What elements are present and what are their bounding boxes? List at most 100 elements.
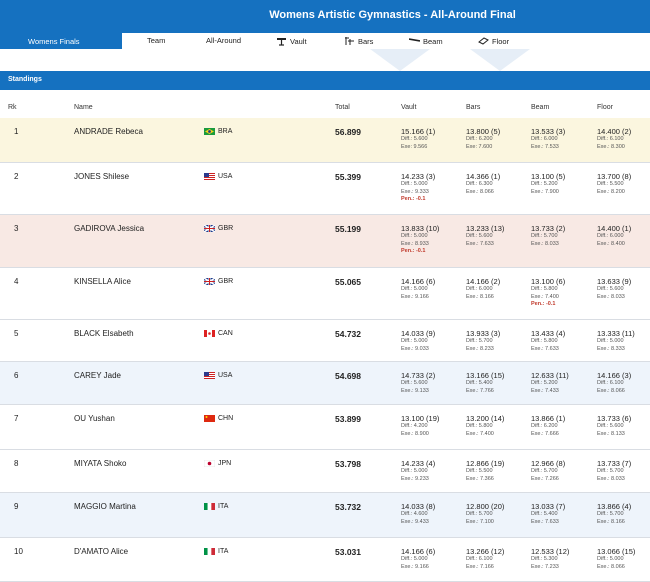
country-code: CAN — [218, 330, 233, 337]
vault-execution: Exe.: 9.333 — [401, 188, 429, 195]
table-row[interactable]: 5 BLACK Elsabeth CAN 54.732 14.033 (9) Diff.:… — [0, 320, 650, 362]
beam-score: 13.100 (5) — [531, 172, 566, 181]
athlete-name[interactable]: KINSELLA Alice — [74, 277, 131, 286]
col-header-name: Name — [74, 104, 93, 111]
bars-score-cell: 14.166 (2) Diff.: 6.000 Exe.: 8.166 — [466, 277, 500, 301]
beam-difficulty: Diff.: 5.700 — [531, 468, 558, 474]
table-row[interactable]: 1 ANDRADE Rebeca BRA 56.899 15.166 (1) Diff.:… — [0, 118, 650, 163]
floor-score-cell: 13.733 (6) Diff.: 5.600 Exe.: 8.133 — [597, 414, 631, 438]
bars-difficulty: Diff.: 6.000 — [466, 286, 493, 292]
floor-execution: Exe.: 8.200 — [597, 188, 625, 195]
bars-score-cell: 12.800 (20) Diff.: 5.700 Exe.: 7.100 — [466, 502, 504, 526]
beam-score-cell: 13.433 (4) Diff.: 5.800 Exe.: 7.633 — [531, 329, 565, 353]
total-score: 53.798 — [335, 459, 361, 469]
beam-execution: Exe.: 7.900 — [531, 188, 559, 195]
nav-tab-beam[interactable]: Beam — [409, 36, 443, 46]
athlete-name[interactable]: MIYATA Shoko — [74, 459, 127, 468]
table-row[interactable]: 10 D'AMATO Alice ITA 53.031 14.166 (6) Diff.:… — [0, 538, 650, 582]
vault-score: 14.033 (8) — [401, 502, 436, 511]
nav-tab-all-around[interactable]: All-Around — [206, 36, 241, 45]
rank-cell: 2 — [14, 172, 19, 181]
floor-score: 13.733 (6) — [597, 414, 632, 423]
vault-score-cell: 14.033 (8) Diff.: 4.600 Exe.: 9.433 — [401, 502, 435, 526]
event-nav: Team All-Around Vault Bars Beam — [122, 33, 650, 49]
bars-difficulty: Diff.: 5.400 — [466, 380, 493, 386]
floor-execution: Exe.: 8.300 — [597, 143, 625, 150]
beam-difficulty: Diff.: 5.200 — [531, 380, 558, 386]
table-row[interactable]: 3 GADIROVA Jessica GBR 55.199 13.833 (10) Dif… — [0, 215, 650, 268]
bars-execution: Exe.: 7.166 — [466, 563, 494, 570]
athlete-name[interactable]: ANDRADE Rebeca — [74, 127, 143, 136]
nav-tab-vault[interactable]: Vault — [276, 36, 307, 46]
bars-execution: Exe.: 8.166 — [466, 293, 494, 300]
vault-score-cell: 13.833 (10) Diff.: 5.000 Exe.: 8.933 Pen.: … — [401, 224, 439, 256]
floor-score-cell: 14.400 (1) Diff.: 6.000 Exe.: 8.400 — [597, 224, 631, 248]
table-row[interactable]: 8 MIYATA Shoko JPN 53.798 14.233 (4) Diff.: 5… — [0, 450, 650, 493]
floor-score: 14.166 (3) — [597, 371, 632, 380]
country-code: GBR — [218, 278, 234, 285]
vault-score: 13.100 (19) — [401, 414, 440, 423]
vault-score: 14.233 (4) — [401, 459, 436, 468]
bars-execution: Exe.: 7.400 — [466, 430, 494, 437]
table-row[interactable]: 7 OU Yushan CHN 53.899 13.100 (19) Diff.: 4.2… — [0, 405, 650, 450]
bars-score: 13.933 (3) — [466, 329, 501, 338]
country-code: USA — [218, 372, 233, 379]
vault-execution: Exe.: 9.433 — [401, 518, 429, 525]
athlete-name[interactable]: OU Yushan — [74, 414, 115, 423]
rank-cell: 7 — [14, 414, 19, 423]
country-code: BRA — [218, 128, 233, 135]
athlete-name[interactable]: BLACK Elsabeth — [74, 329, 134, 338]
floor-difficulty: Diff.: 5.700 — [597, 468, 624, 474]
col-header-floor: Floor — [597, 104, 613, 111]
nav-tab-bars[interactable]: Bars — [344, 36, 373, 46]
nav-tab-label: Team — [147, 36, 166, 45]
country-code: USA — [218, 173, 233, 180]
nav-tab-floor[interactable]: Floor — [478, 36, 509, 46]
beam-score: 13.033 (7) — [531, 502, 566, 511]
beam-difficulty: Diff.: 5.200 — [531, 181, 558, 187]
vault-score-cell: 14.233 (3) Diff.: 5.000 Exe.: 9.333 Pen.: -… — [401, 172, 435, 204]
floor-execution: Exe.: 8.166 — [597, 518, 625, 525]
bars-execution: Exe: 7.600 — [466, 143, 493, 150]
rank-cell: 9 — [14, 502, 19, 511]
floor-execution: Exe.: 8.066 — [597, 563, 625, 570]
beam-difficulty: Diff.: 6.200 — [531, 423, 558, 429]
vault-execution: Exe.: 9.133 — [401, 387, 429, 394]
table-row[interactable]: 4 KINSELLA Alice GBR 55.065 14.166 (6) Diff.:… — [0, 268, 650, 320]
bars-execution: Exe.: 7.366 — [466, 475, 494, 482]
nav-tab-team[interactable]: Team — [147, 36, 165, 45]
total-score: 54.732 — [335, 329, 361, 339]
country-code: GBR — [218, 225, 234, 232]
beam-score: 12.966 (8) — [531, 459, 566, 468]
vault-difficulty: Diff.: 5.000 — [401, 556, 428, 562]
header-backdrop — [0, 49, 650, 73]
athlete-name[interactable]: D'AMATO Alice — [74, 547, 129, 556]
table-row[interactable]: 6 CAREY Jade USA 54.698 14.733 (2) Diff.: 5.6… — [0, 362, 650, 405]
vault-difficulty: Diff.: 5.000 — [401, 233, 428, 239]
floor-score: 13.633 (9) — [597, 277, 632, 286]
athlete-name[interactable]: MAGGIO Martina — [74, 502, 136, 511]
nav-tab-label: Bars — [358, 36, 374, 46]
vault-score: 14.166 (6) — [401, 277, 436, 286]
bars-icon — [345, 37, 354, 45]
athlete-name[interactable]: GADIROVA Jessica — [74, 224, 145, 233]
vault-difficulty: Diff.: 5.000 — [401, 468, 428, 474]
beam-score-cell: 13.866 (1) Diff.: 6.200 Exe.: 7.666 — [531, 414, 565, 438]
table-row[interactable]: 2 JONES Shilese USA 55.399 14.233 (3) Diff.: … — [0, 163, 650, 215]
bars-score: 12.866 (19) — [466, 459, 505, 468]
beam-score-cell: 12.966 (8) Diff.: 5.700 Exe.: 7.266 — [531, 459, 565, 483]
table-row[interactable]: 9 MAGGIO Martina ITA 53.732 14.033 (8) Diff.:… — [0, 493, 650, 538]
athlete-name[interactable]: CAREY Jade — [74, 371, 121, 380]
bars-score: 13.200 (14) — [466, 414, 505, 423]
bars-execution: Exe.: 8.066 — [466, 188, 494, 195]
floor-execution: Exe.: 8.066 — [597, 387, 625, 394]
beam-execution: Exe.: 8.033 — [531, 240, 559, 247]
section-tab-womens-finals[interactable]: Womens Finals — [28, 37, 80, 46]
bars-difficulty: Diff.: 5.800 — [466, 423, 493, 429]
bars-execution: Exe.: 7.633 — [466, 240, 494, 247]
vault-execution: Exe: 9.566 — [401, 143, 428, 150]
athlete-name[interactable]: JONES Shilese — [74, 172, 130, 181]
beam-score: 12.533 (12) — [531, 547, 570, 556]
vault-execution: Exe.: 9.233 — [401, 475, 429, 482]
floor-score-cell: 13.633 (9) Diff.: 5.600 Exe.: 8.033 — [597, 277, 631, 301]
